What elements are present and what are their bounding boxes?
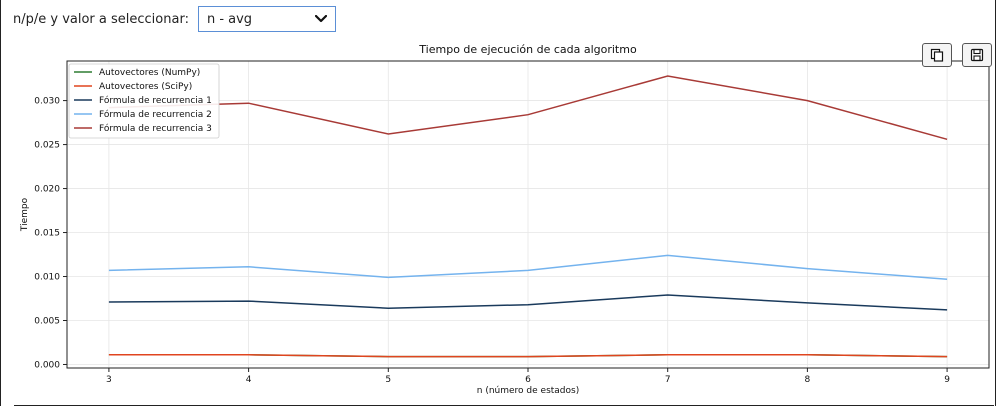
copy-icon: [930, 48, 944, 62]
grid-lines: [67, 61, 989, 368]
x-tick-label: 5: [385, 375, 391, 385]
chart-title: Tiempo de ejecución de cada algoritmo: [418, 43, 637, 56]
series-line-4: [108, 254, 948, 280]
y-tick-label: 0.010: [34, 273, 60, 283]
series-line-3: [108, 294, 948, 311]
legend-entry: Autovectores (NumPy): [99, 68, 200, 78]
axis-ticks: 3 4 5 6 7 8 9 0.000 0.005 0.010 0.015 0.020 0.025 0.0…: [34, 97, 950, 385]
series-line-5: [108, 75, 948, 141]
selector-row: n/p/e y valor a seleccionar: n - avg: [13, 6, 336, 32]
y-tick-label: 0.020: [34, 185, 60, 195]
legend: Autovectores (NumPy) Autovectores (SciPy)…: [68, 63, 220, 139]
x-tick-label: 4: [246, 375, 252, 385]
legend-entry: Fórmula de recurrencia 2: [99, 109, 212, 120]
x-tick-label: 3: [106, 375, 112, 385]
floppy-disk-icon: [970, 48, 984, 62]
metric-select[interactable]: n - avg: [197, 6, 336, 32]
legend-entry: Autovectores (SciPy): [99, 82, 192, 92]
selector-label: n/p/e y valor a seleccionar:: [13, 11, 189, 27]
frame-right-border: [995, 0, 996, 406]
x-axis-label: n (número de estados): [477, 386, 579, 396]
legend-entry: Fórmula de recurrencia 1: [99, 95, 212, 106]
y-tick-label: 0.000: [34, 360, 60, 370]
y-tick-label: 0.025: [34, 141, 60, 151]
y-tick-label: 0.005: [34, 316, 60, 326]
x-tick-label: 8: [805, 375, 811, 385]
y-axis-label: Tiempo: [20, 197, 30, 232]
y-tick-label: 0.015: [34, 229, 60, 239]
x-tick-label: 6: [525, 375, 531, 385]
metric-select-value: n - avg: [206, 11, 253, 27]
series-line-2: [108, 354, 948, 358]
chevron-down-icon: [314, 15, 327, 23]
x-tick-label: 7: [665, 375, 671, 385]
legend-entry: Fórmula de recurrencia 3: [99, 123, 212, 134]
copy-button[interactable]: [922, 43, 952, 67]
save-button[interactable]: [962, 43, 992, 67]
series-lines: [108, 75, 948, 358]
legend-box: [68, 63, 220, 139]
frame-left-border: [0, 0, 1, 406]
x-tick-label: 9: [944, 375, 950, 385]
y-tick-label: 0.030: [34, 97, 60, 107]
